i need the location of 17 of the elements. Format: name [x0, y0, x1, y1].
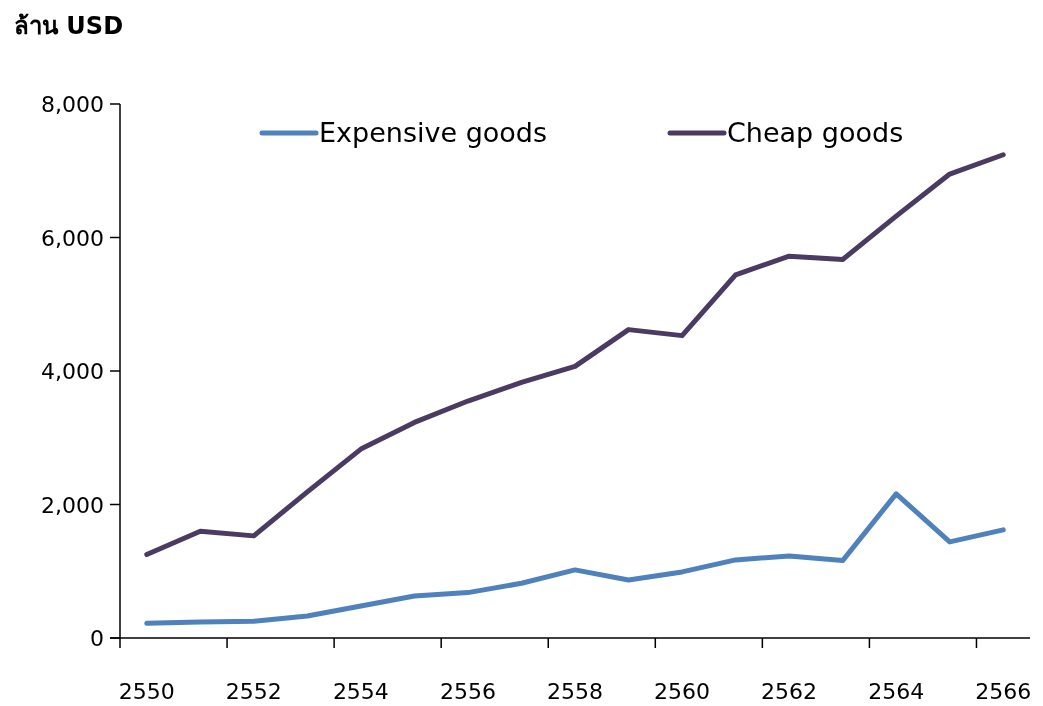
x-tick-label: 2560 [654, 679, 711, 704]
x-tick-label: 2562 [761, 679, 818, 704]
x-tick-label: 2558 [547, 679, 603, 704]
y-tick-label: 4,000 [41, 359, 104, 384]
y-tick-label: 0 [90, 626, 104, 651]
y-axis-title: ล้าน USD [14, 12, 124, 40]
x-tick-label: 2554 [332, 679, 389, 704]
y-tick-label: 2,000 [41, 492, 104, 518]
y-tick-label: 8,000 [41, 92, 104, 117]
legend-label: Cheap goods [727, 117, 904, 148]
x-tick-label: 2552 [225, 679, 282, 704]
x-tick-label: 2564 [868, 679, 925, 704]
y-tick-label: 6,000 [41, 225, 104, 251]
x-tick-label: 2550 [118, 679, 175, 704]
x-tick-label: 2566 [975, 679, 1032, 704]
x-tick-label: 2556 [439, 679, 496, 704]
legend-label: Expensive goods [319, 117, 548, 148]
